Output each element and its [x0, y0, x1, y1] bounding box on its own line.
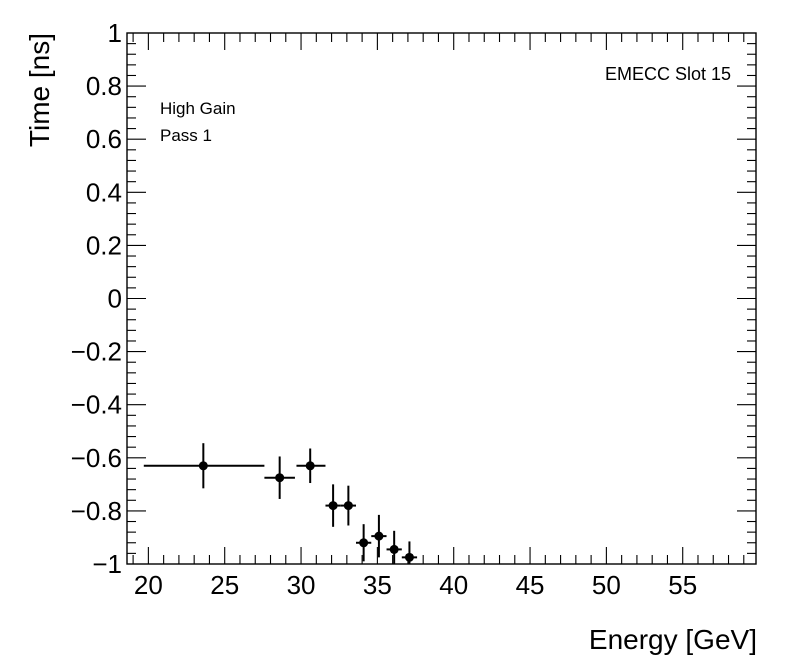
x-tick-label: 35	[363, 570, 392, 600]
y-tick-label: 0.2	[86, 230, 122, 260]
x-tick-label: 25	[210, 570, 239, 600]
data-point	[143, 443, 265, 489]
y-axis-title: Time [ns]	[24, 33, 55, 147]
data-point	[386, 530, 402, 564]
y-tick-label: −0.2	[71, 337, 122, 367]
data-marker	[359, 538, 369, 548]
y-tick-label: −1	[92, 549, 122, 579]
data-point	[296, 448, 326, 484]
x-tick-label: 55	[668, 570, 697, 600]
y-tick-label: 0.6	[86, 124, 122, 154]
data-point	[371, 514, 387, 558]
data-marker	[305, 461, 315, 471]
data-points	[143, 443, 418, 564]
x-tick-label: 45	[516, 570, 545, 600]
data-point	[356, 524, 372, 562]
x-axis-title: Energy [GeV]	[589, 624, 757, 655]
x-tick-label: 30	[287, 570, 316, 600]
data-marker	[343, 501, 353, 511]
annotation-slot: EMECC Slot 15	[605, 64, 731, 84]
y-tick-label: −0.8	[71, 496, 122, 526]
x-tick-labels: 20 25 30 35 40 45 50 55	[134, 570, 697, 600]
data-marker	[404, 552, 414, 562]
data-marker	[389, 544, 399, 554]
data-marker	[328, 501, 338, 511]
y-tick-label: −0.6	[71, 443, 122, 473]
data-marker	[198, 461, 208, 471]
data-point	[401, 541, 418, 564]
data-marker	[374, 531, 384, 541]
y-tick-label: 0.4	[86, 177, 122, 207]
annotation-pass: Pass 1	[160, 126, 212, 145]
y-tick-label: 0.8	[86, 71, 122, 101]
x-tick-label: 20	[134, 570, 163, 600]
data-point	[340, 485, 357, 526]
minor-ticks	[127, 33, 756, 564]
data-marker	[275, 473, 285, 483]
x-tick-label: 40	[439, 570, 468, 600]
y-tick-labels: −1 −0.8 −0.6 −0.4 −0.2 0 0.2 0.4 0.6 0.8 1	[71, 18, 122, 579]
major-ticks	[127, 32, 756, 565]
y-tick-label: −0.4	[71, 390, 122, 420]
y-tick-label: 1	[108, 18, 122, 48]
data-point	[264, 456, 295, 499]
data-point	[325, 484, 341, 527]
x-tick-label: 50	[592, 570, 621, 600]
y-tick-label: 0	[108, 284, 122, 314]
annotation-gain: High Gain	[160, 99, 236, 118]
